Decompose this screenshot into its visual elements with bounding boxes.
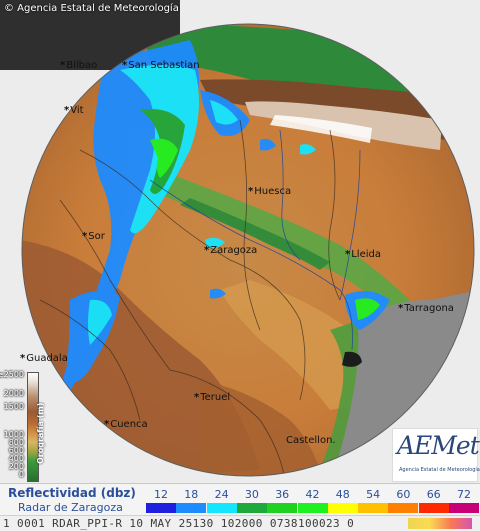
radar-range-circle xyxy=(21,23,475,477)
elevation-label: ≥2500 xyxy=(0,370,24,379)
logo-wordmark: AEMet xyxy=(397,431,480,460)
elevation-label: 200 xyxy=(8,462,24,471)
dbz-swatch xyxy=(449,503,479,513)
elevation-title: Orografía (m) xyxy=(36,402,45,464)
city-lleida: *Lleida xyxy=(345,249,381,260)
legend-title: Reflectividad (dbz) xyxy=(8,486,136,500)
dbz-swatch xyxy=(327,503,358,513)
city-guadalajara: *Guadala xyxy=(20,353,68,364)
city-zaragoza: *Zaragoza xyxy=(204,245,258,256)
aemet-logo: AEMet Agencia Estatal de Meteorología xyxy=(392,428,480,482)
elevation-label: 1500 xyxy=(3,402,24,411)
city-teruel: *Teruel xyxy=(194,392,231,403)
elevation-label: 0 xyxy=(18,470,24,479)
dbz-swatch xyxy=(297,503,328,513)
legend-subtitle: Radar de Zaragoza xyxy=(18,501,123,514)
status-color-strip xyxy=(408,518,472,529)
city-vitoria: *Vit xyxy=(64,105,84,116)
elevation-label: 600 xyxy=(8,446,24,455)
elevation-label: 400 xyxy=(8,454,24,463)
dbz-label: 48 xyxy=(335,488,350,501)
radar-map-svg xyxy=(0,0,480,483)
reflectivity-legend: Reflectividad (dbz) Radar de Zaragoza 12… xyxy=(0,483,480,516)
dbz-label: 36 xyxy=(275,488,290,501)
city-huesca: *Huesca xyxy=(248,186,292,197)
dbz-swatch xyxy=(358,503,389,513)
city-san-sebastian: *San Sebastian xyxy=(122,60,200,71)
dbz-swatch xyxy=(267,503,298,513)
dbz-swatch xyxy=(146,503,176,513)
status-text: 1 0001 RDAR_PPI-R 10 MAY 25130 102000 07… xyxy=(3,517,355,530)
dbz-label: 18 xyxy=(184,488,199,501)
dbz-label: 60 xyxy=(396,488,411,501)
elevation-legend: ≥2500 2000 1500 1000 800 600 400 200 0 O… xyxy=(0,370,48,482)
dbz-label: 54 xyxy=(366,488,381,501)
dbz-label: 66 xyxy=(426,488,441,501)
elevation-label: 800 xyxy=(8,438,24,447)
radar-map: © Agencia Estatal de Meteorología *Bilba… xyxy=(0,0,480,483)
city-soria: *Sor xyxy=(82,231,105,242)
elevation-label: 1000 xyxy=(3,430,24,439)
elevation-label: 2000 xyxy=(3,389,24,398)
city-cuenca: *Cuenca xyxy=(104,419,148,430)
city-castellon: Castellon. xyxy=(286,435,336,446)
city-bilbao: *Bilbao xyxy=(60,60,98,71)
dbz-swatch xyxy=(236,503,267,513)
status-bar: 1 0001 RDAR_PPI-R 10 MAY 25130 102000 07… xyxy=(0,515,480,531)
dbz-swatch xyxy=(418,503,449,513)
dbz-label: 30 xyxy=(244,488,259,501)
dbz-label: 12 xyxy=(154,488,168,501)
city-tarragona: *Tarragona xyxy=(398,303,454,314)
elevation-color-scale xyxy=(27,372,39,482)
logo-subtitle: Agencia Estatal de Meteorología xyxy=(399,467,480,473)
dbz-swatch xyxy=(388,503,419,513)
copyright-text: © Agencia Estatal de Meteorología xyxy=(4,3,179,14)
dbz-swatch xyxy=(206,503,237,513)
dbz-label: 24 xyxy=(214,488,229,501)
dbz-label: 72 xyxy=(457,488,471,501)
dbz-swatch xyxy=(176,503,207,513)
dbz-label: 42 xyxy=(305,488,320,501)
